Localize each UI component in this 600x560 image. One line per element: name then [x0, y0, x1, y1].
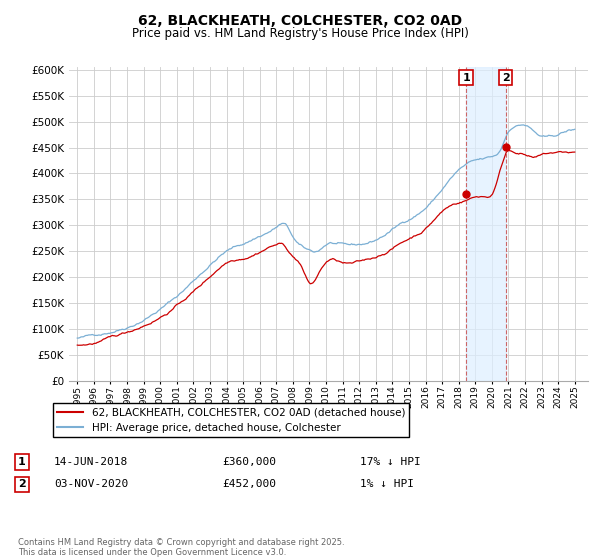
Text: 1% ↓ HPI: 1% ↓ HPI [360, 479, 414, 489]
Text: 1: 1 [18, 457, 26, 467]
Text: Contains HM Land Registry data © Crown copyright and database right 2025.
This d: Contains HM Land Registry data © Crown c… [18, 538, 344, 557]
Text: Price paid vs. HM Land Registry's House Price Index (HPI): Price paid vs. HM Land Registry's House … [131, 27, 469, 40]
Legend: 62, BLACKHEATH, COLCHESTER, CO2 0AD (detached house), HPI: Average price, detach: 62, BLACKHEATH, COLCHESTER, CO2 0AD (det… [53, 403, 409, 437]
Bar [466, 67, 506, 381]
Text: 2: 2 [502, 73, 509, 82]
Text: 2: 2 [18, 479, 26, 489]
Text: £360,000: £360,000 [222, 457, 276, 467]
Text: 14-JUN-2018: 14-JUN-2018 [54, 457, 128, 467]
Text: £452,000: £452,000 [222, 479, 276, 489]
Text: 17% ↓ HPI: 17% ↓ HPI [360, 457, 421, 467]
Text: 1: 1 [462, 73, 470, 82]
Text: 03-NOV-2020: 03-NOV-2020 [54, 479, 128, 489]
Text: 62, BLACKHEATH, COLCHESTER, CO2 0AD: 62, BLACKHEATH, COLCHESTER, CO2 0AD [138, 14, 462, 28]
